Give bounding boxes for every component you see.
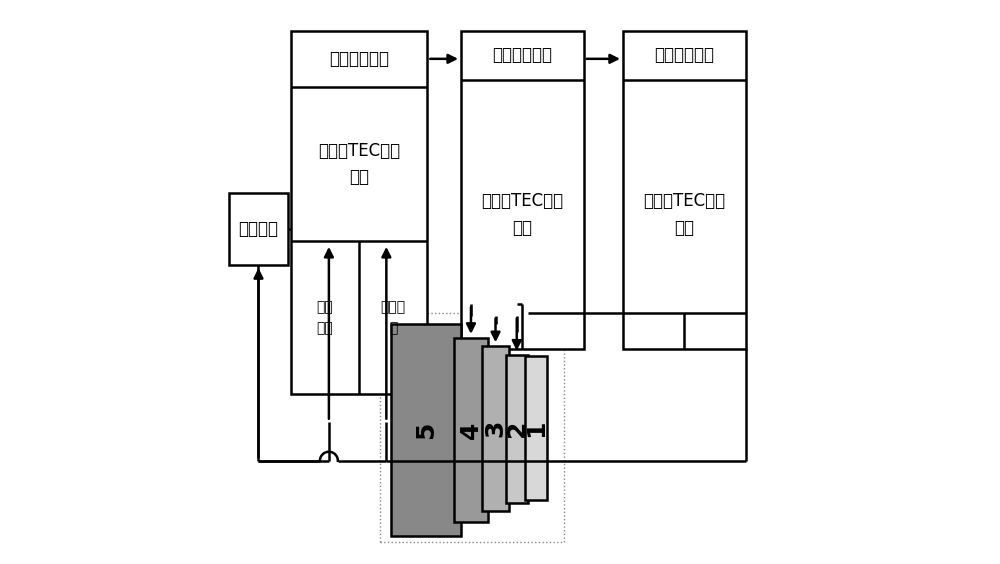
Text: 第一级TEC控制
电路: 第一级TEC控制 电路 — [318, 142, 400, 186]
Bar — [482, 346, 509, 511]
Bar — [291, 30, 427, 394]
Text: 3: 3 — [484, 420, 508, 437]
Bar — [525, 356, 547, 500]
Text: 第三级TEC控制
电路: 第三级TEC控制 电路 — [643, 192, 725, 237]
Text: 主控制器: 主控制器 — [238, 220, 278, 238]
Text: 温度
设置: 温度 设置 — [316, 300, 333, 335]
Bar — [454, 338, 488, 522]
Text: 1: 1 — [524, 419, 548, 437]
Text: 2: 2 — [505, 420, 529, 437]
Bar — [623, 30, 746, 349]
Text: 第二级TEC控制
电路: 第二级TEC控制 电路 — [481, 192, 563, 237]
Bar — [229, 193, 288, 265]
Text: 时钟控制单元: 时钟控制单元 — [654, 46, 714, 64]
Bar — [391, 324, 461, 536]
Text: 4: 4 — [459, 421, 483, 439]
Text: 时钟控制单元: 时钟控制单元 — [492, 46, 552, 64]
Bar — [506, 355, 528, 503]
Bar — [380, 312, 564, 541]
Text: 时钟控制单元: 时钟控制单元 — [329, 50, 389, 68]
Text: 温度检
测: 温度检 测 — [381, 300, 406, 335]
Text: 5: 5 — [414, 421, 438, 439]
Bar — [461, 30, 584, 349]
